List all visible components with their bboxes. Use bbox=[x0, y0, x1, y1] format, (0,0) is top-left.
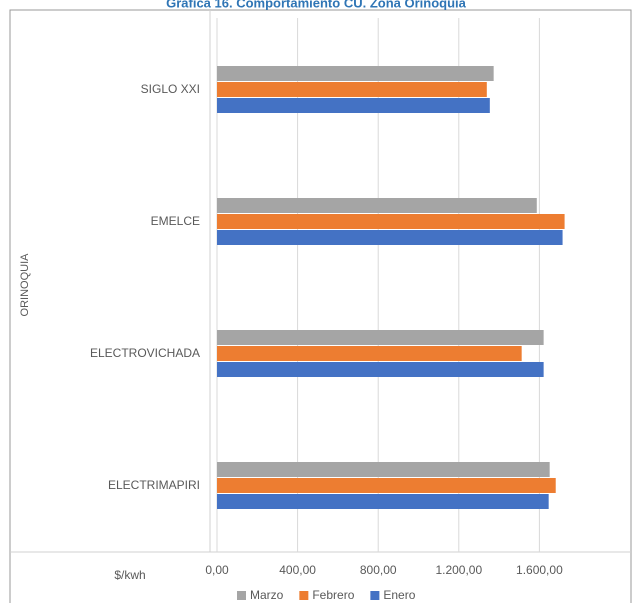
y-tick-label: ELECTRIMAPIRI bbox=[108, 478, 200, 492]
x-axis-label: $/kwh bbox=[114, 568, 145, 582]
x-tick-label: 0,00 bbox=[205, 563, 229, 577]
bar bbox=[217, 478, 556, 493]
x-tick-label: 800,00 bbox=[360, 563, 397, 577]
bar bbox=[217, 98, 490, 113]
legend-label: Marzo bbox=[250, 588, 284, 602]
chart-title: Gráfica 16. Comportamiento CU. Zona Orin… bbox=[166, 0, 467, 10]
bar bbox=[217, 230, 563, 245]
bar bbox=[217, 214, 565, 229]
legend-swatch bbox=[299, 591, 309, 600]
bar bbox=[217, 494, 549, 509]
legend-label: Febrero bbox=[312, 588, 354, 602]
x-tick-label: 1.200,00 bbox=[435, 563, 482, 577]
legend-swatch bbox=[237, 591, 246, 600]
x-tick-label: 1.600,00 bbox=[516, 563, 563, 577]
bar bbox=[217, 66, 494, 81]
bar bbox=[217, 198, 537, 213]
y-axis-label: ORINOQUIA bbox=[19, 253, 31, 317]
legend-swatch bbox=[370, 591, 380, 600]
bar bbox=[217, 462, 550, 477]
y-tick-label: ELECTROVICHADA bbox=[90, 346, 200, 360]
y-tick-label: EMELCE bbox=[151, 214, 200, 228]
bar bbox=[217, 362, 544, 377]
bar bbox=[217, 330, 544, 345]
bar bbox=[217, 346, 522, 361]
bar bbox=[217, 82, 487, 97]
legend-label: Enero bbox=[383, 588, 415, 602]
y-tick-label: SIGLO XXI bbox=[141, 82, 200, 96]
x-tick-label: 400,00 bbox=[279, 563, 316, 577]
